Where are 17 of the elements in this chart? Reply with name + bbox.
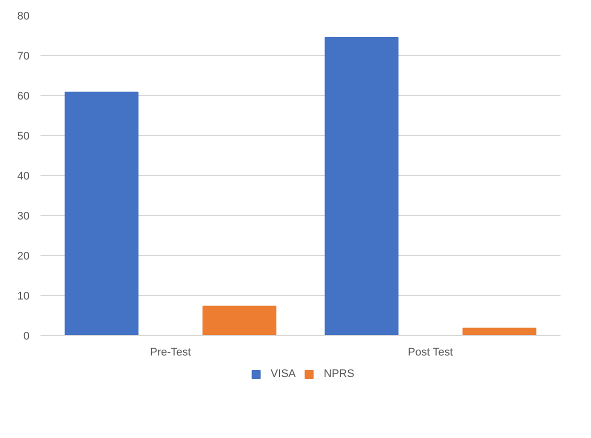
y-tick-label: 20 [17, 250, 30, 262]
x-tick-label: Pre-Test [150, 346, 191, 358]
y-tick-label: 60 [17, 90, 30, 102]
y-tick-label: 40 [17, 170, 30, 182]
y-tick-label: 80 [17, 10, 30, 22]
y-tick-label: 70 [17, 50, 30, 62]
y-tick-label: 50 [17, 130, 30, 142]
y-tick-label: 10 [17, 290, 30, 302]
y-tick-label: 0 [23, 330, 30, 342]
x-tick-label: Post Test [408, 346, 453, 358]
bar [202, 306, 276, 336]
y-tick-label: 30 [17, 210, 30, 222]
bar [64, 92, 138, 336]
legend-label: VISA [270, 368, 296, 380]
bar [462, 328, 536, 336]
legend-label: NPRS [324, 368, 354, 380]
bar [324, 37, 398, 336]
